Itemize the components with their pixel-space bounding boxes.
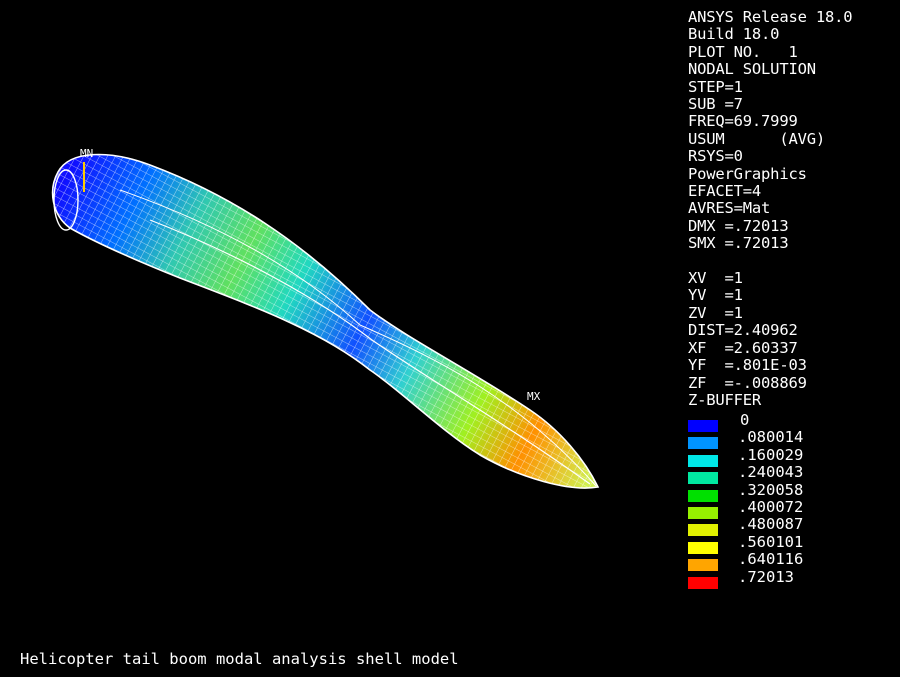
view-line: ZV =1 bbox=[688, 303, 743, 322]
view-line: DIST=2.40962 bbox=[688, 321, 798, 340]
boom-outline bbox=[51, 153, 600, 489]
info-line: NODAL SOLUTION bbox=[688, 60, 816, 79]
legend-label: .560101 bbox=[738, 532, 804, 551]
plot-caption: Helicopter tail boom modal analysis shel… bbox=[20, 650, 459, 668]
legend-swatch bbox=[688, 420, 718, 432]
legend-swatch bbox=[688, 559, 718, 572]
boom-twist-line-2 bbox=[119, 189, 597, 487]
legend-swatch bbox=[688, 472, 718, 485]
solution-info-panel: ANSYS Release 18.0 Build 18.0 PLOT NO. 1 NO… bbox=[688, 8, 853, 409]
info-line: PowerGraphics bbox=[688, 164, 807, 183]
info-line: SMX =.72013 bbox=[688, 234, 789, 253]
view-line: XF =2.60337 bbox=[688, 338, 798, 357]
info-line: AVRES=Mat bbox=[688, 199, 771, 218]
legend-label: 0 bbox=[740, 411, 750, 429]
view-line: YF =.801E-03 bbox=[688, 356, 807, 375]
legend-label: .160029 bbox=[738, 445, 804, 464]
boom-twist-line bbox=[149, 219, 591, 485]
legend-label: .480087 bbox=[738, 515, 804, 534]
info-spacer bbox=[688, 253, 852, 270]
view-line: XV =1 bbox=[688, 269, 743, 288]
info-line: SUB =7 bbox=[688, 95, 743, 114]
info-line: STEP=1 bbox=[688, 77, 743, 96]
legend-swatch bbox=[688, 524, 718, 537]
min-marker-label: MN bbox=[80, 147, 93, 160]
legend-swatch bbox=[688, 454, 718, 467]
tail-boom-model bbox=[51, 153, 600, 489]
view-line: Z-BUFFER bbox=[688, 390, 762, 409]
boom-mesh bbox=[52, 154, 598, 489]
legend-label: .640116 bbox=[738, 550, 804, 569]
legend-swatch bbox=[688, 541, 718, 554]
legend-swatch bbox=[688, 489, 718, 502]
view-line: YV =1 bbox=[688, 286, 743, 305]
info-line: PLOT NO. 1 bbox=[688, 42, 798, 61]
legend-swatch bbox=[688, 576, 718, 589]
legend-label: .72013 bbox=[738, 567, 794, 586]
info-line: RSYS=0 bbox=[688, 147, 743, 166]
info-line: Build 18.0 bbox=[688, 25, 780, 44]
legend-label: .240043 bbox=[738, 463, 804, 482]
legend-swatch bbox=[688, 437, 718, 450]
legend-label: .080014 bbox=[738, 428, 804, 447]
legend-swatch bbox=[688, 506, 718, 519]
info-line: USUM (AVG) bbox=[688, 129, 825, 148]
info-line: ANSYS Release 18.0 bbox=[688, 8, 853, 26]
max-marker-label: MX bbox=[527, 390, 541, 403]
info-line: EFACET=4 bbox=[688, 182, 762, 201]
view-line: ZF =-.008869 bbox=[688, 373, 807, 392]
info-line: DMX =.72013 bbox=[688, 216, 789, 235]
legend-label: .320058 bbox=[738, 480, 804, 499]
info-line: FREQ=69.7999 bbox=[688, 112, 798, 131]
legend-label: .400072 bbox=[738, 497, 804, 516]
boom-root-ring bbox=[53, 169, 79, 231]
